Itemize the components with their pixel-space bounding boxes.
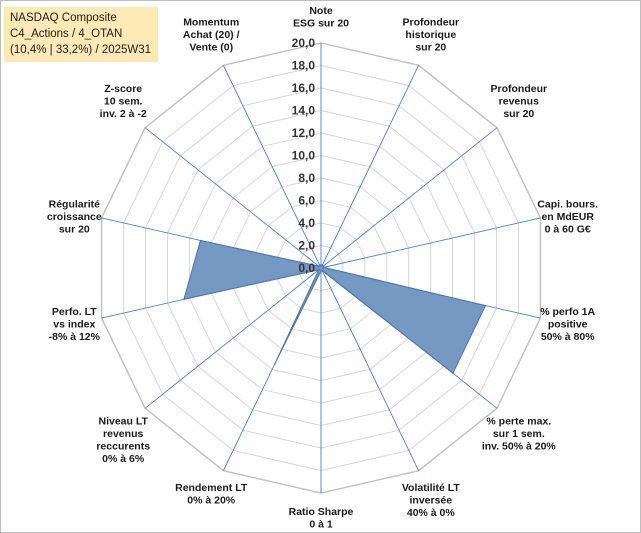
title-line-1: NASDAQ Composite	[10, 12, 117, 24]
series-point	[318, 264, 321, 267]
axis-label: Perfo. LT vs index -8% à 12%	[49, 306, 101, 343]
spoke-line	[320, 217, 541, 269]
spoke-line	[320, 65, 420, 269]
axis-label: Rendement LT 0% à 20%	[175, 482, 248, 507]
title-line-3: (10,4% | 33,2%) / 2025W31	[10, 44, 152, 56]
series-point	[199, 239, 202, 242]
axis-label: Z-score 10 sem. inv. 2 à -2	[100, 83, 147, 120]
axis-label: Niveau LT revenus reccurents 0% à 6%	[96, 415, 150, 465]
spoke-line	[222, 65, 322, 269]
axis-label: Note ESG sur 20	[293, 5, 349, 30]
series-point	[321, 269, 324, 272]
series-point	[323, 266, 325, 269]
tick-label: 16,0	[292, 81, 316, 95]
series-point	[452, 372, 454, 375]
axis-label: Régularité croissance sur 20	[47, 199, 102, 236]
spoke-line	[144, 127, 322, 269]
spoke-line	[320, 127, 498, 269]
series-point	[183, 298, 185, 301]
tick-label: 10,0	[292, 149, 316, 163]
spoke-line	[320, 267, 420, 471]
tick-label: 18,0	[292, 59, 316, 73]
axis-label: Profondeur revenus sur 20	[491, 83, 548, 120]
tick-label: 6,0	[298, 194, 315, 208]
series-point	[320, 264, 322, 266]
tick-label: 12,0	[292, 126, 316, 140]
tick-label: 0,0	[298, 261, 315, 275]
chart-title-box: NASDAQ Composite C4_Actions / 4_OTAN (10…	[4, 7, 158, 62]
axis-label: % perte max. sur 1 sem. inv. 50% à 20%	[482, 415, 557, 452]
tick-label: 14,0	[292, 104, 316, 118]
tick-label: 8,0	[298, 171, 315, 185]
axis-label: Profondeur historique sur 20	[403, 16, 460, 53]
series-point	[322, 265, 325, 267]
tick-label: 20,0	[292, 36, 316, 50]
axis-label: Volatilité LT inversée 40% à 0%	[402, 482, 461, 519]
series-point	[317, 269, 320, 271]
series-point	[484, 304, 487, 307]
axis-label: % perfo 1A positive 50% à 80%	[540, 306, 595, 343]
tick-label: 2,0	[298, 239, 315, 253]
series-point	[320, 270, 322, 272]
spoke-line	[144, 267, 322, 409]
series-area	[183, 239, 487, 374]
radar-series	[183, 239, 487, 375]
axis-label: Momentum Achat (20) / Vente (0)	[183, 16, 240, 53]
radar-axis-labels: Note ESG sur 20 Profondeur historique sur 20…	[47, 5, 598, 531]
title-line-2: C4_Actions / 4_OTAN	[10, 28, 123, 40]
axis-label: Capi. bours. en MdEUR 0 à 60 G€	[537, 199, 598, 236]
tick-label: 4,0	[298, 216, 315, 230]
series-point	[273, 363, 276, 366]
axis-label: Ratio Sharpe 0 à 1	[289, 506, 354, 531]
radar-tick-labels: 0,0 2,0 4,0 6,0 8,0 10,0 12,0 14,0 16,0 18,0 20,0	[292, 36, 316, 275]
